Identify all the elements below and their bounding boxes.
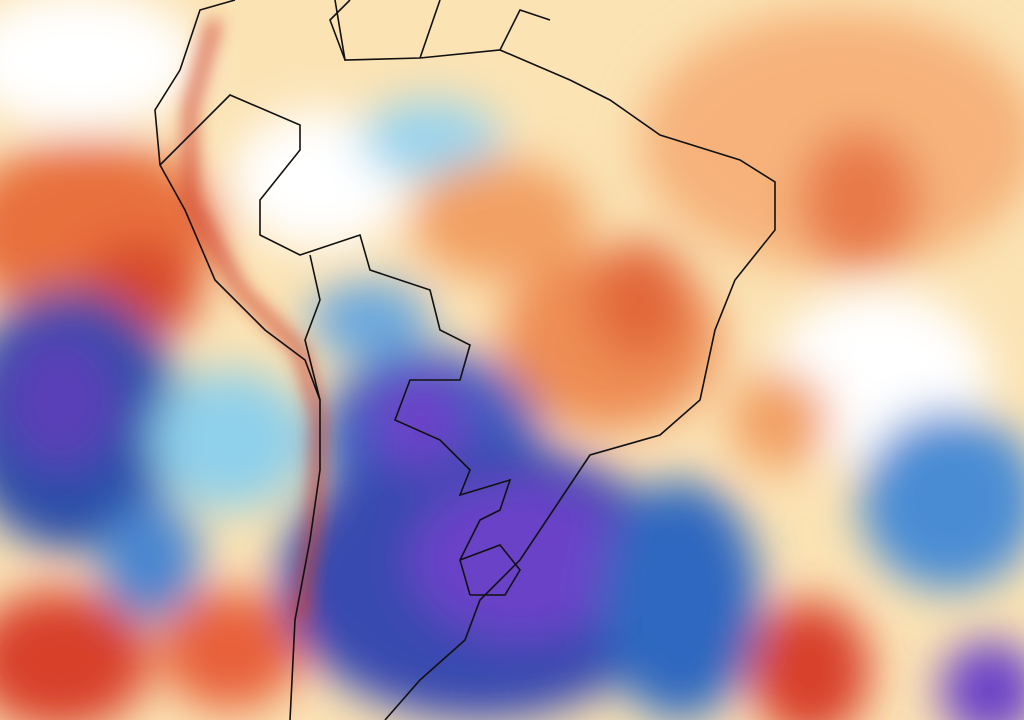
field-patch xyxy=(940,640,1024,720)
field-patch xyxy=(150,370,310,510)
field-patch xyxy=(0,330,120,470)
field-patch xyxy=(100,500,200,620)
field-patch xyxy=(0,590,150,720)
coastline-east xyxy=(334,0,776,720)
field-patch xyxy=(410,160,590,280)
field-patch xyxy=(600,480,760,720)
country-border xyxy=(159,94,512,596)
coastline-north xyxy=(179,0,236,71)
country-border xyxy=(459,544,521,596)
field-patch xyxy=(590,240,690,360)
field-patch xyxy=(360,100,500,180)
field-patch xyxy=(730,370,830,470)
field-patch xyxy=(860,410,1024,590)
country-border xyxy=(304,254,321,401)
field-patch xyxy=(310,280,430,360)
country-border xyxy=(329,0,551,61)
borders xyxy=(154,0,776,720)
field-patch xyxy=(160,590,300,710)
field-patch xyxy=(800,130,920,270)
field-patch xyxy=(750,600,870,720)
coastline-west xyxy=(154,69,321,720)
field-patch xyxy=(0,0,200,130)
